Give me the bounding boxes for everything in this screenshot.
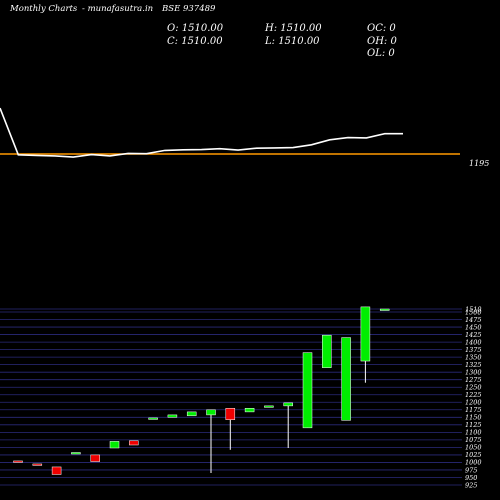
y-tick-label: 1000 (465, 459, 482, 467)
y-tick-label: 1350 (465, 353, 482, 361)
candles-panel (13, 306, 390, 475)
candle-down (13, 460, 23, 463)
candle-down (90, 454, 100, 462)
header-oh: OH: 0 (367, 36, 397, 47)
candle-up (109, 441, 120, 449)
y-tick-label: 1300 (465, 368, 482, 376)
header-symbol: BSE 937489 (161, 4, 216, 14)
y-tick-label: 1400 (465, 338, 482, 346)
candle-down (129, 440, 139, 446)
candle-up (186, 411, 197, 417)
header-high: H: 1510.00 (264, 23, 322, 34)
price-axis: 9259509751000102510501075110011251150117… (465, 305, 482, 489)
y-tick-label: 1375 (465, 346, 482, 354)
candle-up (71, 452, 81, 455)
y-tick-label: 975 (465, 466, 477, 474)
y-tick-label: 1200 (465, 399, 482, 407)
candle-up (283, 402, 293, 407)
header-oc: OC: 0 (367, 23, 396, 34)
candle-down (225, 408, 236, 420)
chart-header: Monthly Charts - munafasutra.in BSE 9374… (9, 4, 397, 59)
y-tick-label: 1325 (465, 361, 482, 369)
y-tick-label: 1050 (465, 444, 482, 452)
y-tick-label: 1450 (465, 323, 482, 331)
y-tick-label: 1510 (465, 305, 482, 313)
header-ol: OL: 0 (367, 48, 395, 59)
candle-up (322, 334, 332, 368)
y-tick-label: 1100 (465, 429, 482, 437)
candle-down (51, 466, 62, 475)
candle-up (341, 337, 351, 421)
candle-up (244, 408, 255, 413)
y-tick-label: 1025 (465, 451, 482, 459)
y-tick-label: 925 (465, 481, 477, 489)
y-tick-label: 1175 (465, 406, 482, 414)
y-tick-label: 1225 (465, 391, 482, 399)
candle-up (379, 308, 390, 311)
candle-up (264, 405, 274, 408)
header-low: L: 1510.00 (264, 36, 320, 47)
y-tick-label: 1425 (465, 331, 482, 339)
y-tick-label: 1150 (465, 414, 482, 422)
series-line (0, 107, 403, 158)
y-tick-label: 1500 (465, 308, 482, 316)
candle-up (360, 306, 371, 362)
y-tick-label: 1275 (465, 376, 482, 384)
candle-up (206, 409, 216, 416)
y-tick-label: 950 (465, 474, 477, 482)
reference-line-label: 1195 (469, 159, 489, 168)
y-tick-label: 1125 (465, 421, 482, 429)
y-tick-label: 1475 (465, 316, 482, 324)
header-close: C: 1510.00 (167, 36, 223, 47)
header-source: - munafasutra.in (82, 4, 153, 14)
y-tick-label: 1250 (465, 384, 482, 392)
header-open: O: 1510.00 (167, 23, 224, 34)
price-grid (0, 308, 462, 486)
candle-down (32, 463, 43, 466)
y-tick-label: 1075 (465, 436, 482, 444)
top-line-panel: 1195 (0, 107, 489, 168)
candle-up (148, 417, 158, 420)
candle-up (167, 414, 178, 418)
header-monthly-charts: Monthly Charts (9, 4, 78, 14)
candle-up (302, 352, 313, 429)
